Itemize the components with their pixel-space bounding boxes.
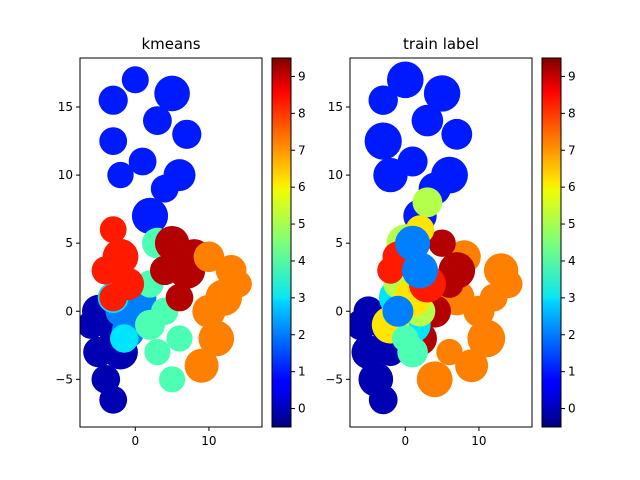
scatter-point [131,197,169,234]
colorbar-tick-label: 3 [298,291,306,305]
colorbar-tick-label: 3 [568,291,576,305]
colorbar-tick-label: 6 [568,180,576,194]
scatter-point [99,283,127,312]
scatter-points [80,66,252,414]
scatter-point [402,252,438,289]
colorbar-tick-label: 4 [568,254,576,268]
x-tick-label: 10 [471,434,486,448]
colorbar-tick-label: 2 [568,328,576,342]
axes: 0 10 −5 0 5 10 15 [55,100,216,448]
scatter-point [411,104,444,137]
scatter-point [368,85,398,115]
y-tick-label: 5 [65,236,73,250]
y-tick-label: 10 [328,168,343,182]
y-tick-label: 0 [335,304,343,318]
scatter-point [121,66,149,94]
scatter-point [387,61,424,99]
scatter-point [110,324,139,353]
colorbar-tick-label: 6 [298,180,306,194]
scatter-point [91,256,121,285]
colorbar-tick-label: 0 [568,402,576,416]
scatter-point [483,253,519,288]
scatter-point [143,106,172,135]
y-tick-label: 10 [58,168,73,182]
scatter-point [193,241,225,273]
scatter-point [166,325,193,352]
y-tick-label: 15 [328,100,343,114]
scatter-point [198,320,235,357]
kmeans-panel: kmeans 0 10 −5 0 5 10 15 0 1 2 3 4 5 6 7 8 9 [55,35,305,448]
x-tick-label: 10 [201,434,216,448]
colorbar-tick-label: 8 [298,106,306,120]
colorbar-tick-label: 7 [568,143,576,157]
colorbar-tick-label: 1 [568,365,576,379]
y-tick-label: 0 [65,304,73,318]
colorbar-tick-label: 8 [568,106,576,120]
colorbar-tick-label: 2 [298,328,306,342]
scatter-point [416,361,453,398]
scatter-point [428,229,456,257]
colorbar-tick-label: 9 [298,69,306,83]
colorbar-tick-label: 7 [298,143,306,157]
scatter-point [172,119,202,149]
scatter-point [436,338,463,366]
x-tick-label: 0 [401,434,409,448]
y-tick-label: 5 [335,236,343,250]
x-tick-label: 0 [131,434,139,448]
scatter-point [135,309,165,340]
scatter-point [412,187,443,218]
scatter-point [165,283,194,312]
colorbar-tick-label: 5 [298,217,306,231]
colorbar-tick-label: 9 [568,69,576,83]
scatter-point [150,255,180,286]
scatter-point [99,216,127,244]
scatter-point [154,75,190,112]
plot-frame [79,57,263,428]
scatter-point [382,295,414,327]
scatter-point [107,161,134,189]
colorbar-tick-label: 4 [298,254,306,268]
scatter-point [159,366,186,393]
scatter-point [397,146,428,177]
scatter-point [163,159,196,192]
colorbar [541,57,562,428]
colorbar [271,57,292,428]
scatter-point [144,339,171,366]
scatter-point [215,255,247,286]
scatter-point [467,319,506,358]
y-tick-label: −5 [325,372,343,386]
scatter-point [98,85,128,115]
scatter-point [431,156,468,194]
scatter-point [128,147,157,176]
colorbar-tick-label: 1 [298,365,306,379]
colorbar-tick-label: 0 [298,402,306,416]
colorbar-tick-label: 5 [568,217,576,231]
plot-frame [349,57,533,428]
chart-title: kmeans [141,35,200,53]
y-tick-label: −5 [55,372,73,386]
colorbar-ticks: 0 1 2 3 4 5 6 7 8 9 [291,69,306,416]
y-tick-label: 15 [58,100,73,114]
scatter-point [441,118,473,150]
scatter-point [368,385,398,415]
scatter-point [351,335,386,369]
scatter-point [423,75,461,112]
scatter-point [364,122,402,160]
scatter-point [99,385,128,414]
axes: 0 10 −5 0 5 10 15 [325,100,486,448]
scatter-point [395,225,431,261]
colorbar-ticks: 0 1 2 3 4 5 6 7 8 9 [561,69,576,416]
scatter-point [192,294,226,328]
scatter-point [99,127,128,155]
scatter-point [455,349,489,383]
chart-title: train label [403,35,479,53]
scatter-point [438,252,476,289]
train-label-panel: train label 0 10 −5 0 5 10 15 0 1 2 3 4 5 6 7 8 9 [325,35,575,448]
scatter-point [397,336,428,368]
scatter-point [184,348,219,383]
scatter-points [350,61,523,415]
